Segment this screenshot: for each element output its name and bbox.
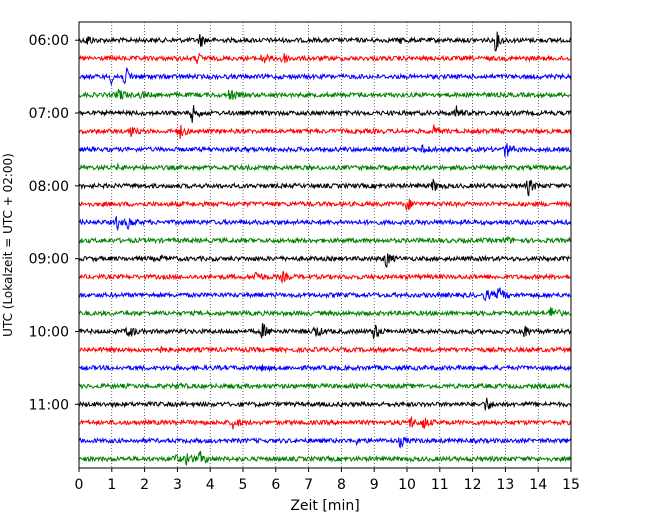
trace-row — [78, 436, 572, 449]
trace-row — [78, 450, 572, 466]
trace-row — [78, 178, 572, 197]
trace-row — [78, 345, 572, 354]
trace-row — [78, 88, 572, 100]
x-tick-label: 0 — [75, 477, 84, 493]
trace-row — [78, 215, 572, 232]
x-tick-label: 8 — [337, 477, 346, 493]
x-tick-label: 3 — [173, 477, 182, 493]
trace-row — [78, 124, 572, 139]
trace-row — [78, 162, 571, 172]
x-tick-label: 10 — [398, 477, 416, 493]
plot-frame — [78, 21, 572, 469]
y-tick-label: 07:00 — [29, 106, 69, 122]
x-axis-label: Zeit [min] — [290, 498, 359, 514]
trace-row — [78, 415, 572, 430]
y-tick-label: 09:00 — [29, 252, 69, 268]
trace-row — [78, 270, 572, 284]
trace-row — [78, 397, 572, 411]
trace-row — [78, 323, 572, 340]
x-tick-label: 5 — [239, 477, 248, 493]
x-tick-label: 13 — [496, 477, 514, 493]
trace-rows — [78, 31, 572, 466]
x-tick-label: 11 — [431, 477, 449, 493]
x-tick-label: 12 — [464, 477, 482, 493]
y-tick-label: 06:00 — [29, 33, 69, 49]
x-axis-ticks: 0 1 2 3 4 5 6 7 8 9 10 11 12 13 14 15 — [75, 468, 580, 493]
y-tick-label: 08:00 — [29, 179, 69, 195]
y-tick-label: 11:00 — [29, 397, 69, 413]
y-axis-ticks: 06:00 07:00 08:00 09:00 10:00 11:00 — [29, 33, 79, 413]
trace-row — [78, 52, 572, 64]
trace-row — [79, 307, 572, 318]
x-tick-label: 15 — [562, 477, 580, 493]
trace-row — [78, 382, 572, 391]
trace-row — [78, 104, 572, 123]
x-tick-label: 14 — [529, 477, 547, 493]
x-tick-label: 2 — [140, 477, 149, 493]
x-tick-label: 6 — [271, 477, 280, 493]
y-axis-label: UTC (Lokalzeit = UTC + 02:00) — [1, 153, 15, 337]
trace-row — [78, 198, 572, 211]
trace-row — [78, 31, 572, 52]
trace-row — [78, 235, 572, 245]
trace-row — [78, 143, 572, 157]
trace-row — [78, 66, 572, 87]
x-tick-label: 4 — [206, 477, 215, 493]
x-tick-label: 7 — [304, 477, 313, 493]
x-tick-label: 1 — [107, 477, 116, 493]
trace-row — [78, 363, 572, 373]
grid-lines — [111, 22, 539, 468]
trace-row — [78, 253, 572, 268]
trace-row — [78, 287, 572, 302]
x-tick-label: 9 — [370, 477, 379, 493]
y-tick-label: 10:00 — [29, 324, 69, 340]
